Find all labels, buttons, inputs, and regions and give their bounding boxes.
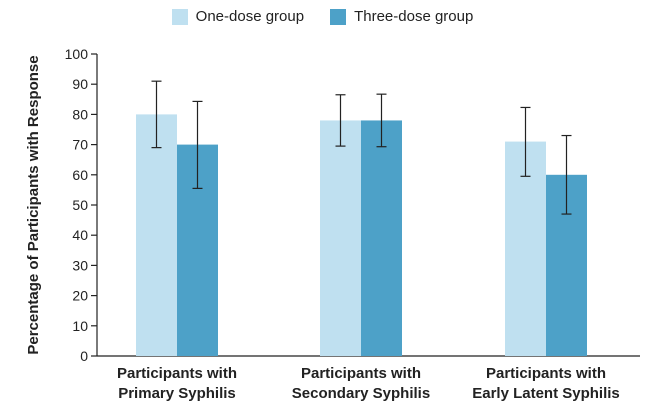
- bar-series1-category2: [320, 120, 361, 356]
- x-category-label-1-line1: Participants with: [117, 365, 237, 382]
- y-axis-label: Percentage of Participants with Response: [25, 55, 42, 354]
- y-tick-label-70: 70: [72, 137, 88, 153]
- bar-series1-category1: [136, 114, 177, 357]
- y-tick-label-20: 20: [72, 288, 88, 304]
- y-tick-label-100: 100: [65, 46, 89, 62]
- y-tick-label-80: 80: [72, 106, 88, 122]
- y-tick-label-0: 0: [80, 348, 88, 364]
- legend-label-one-dose: One-dose group: [195, 8, 305, 25]
- legend-item-one-dose: One-dose group: [171, 8, 305, 25]
- x-category-label-1-line2: Primary Syphilis: [118, 385, 236, 402]
- y-tick-label-50: 50: [72, 197, 88, 213]
- bar-series1-category3: [505, 141, 546, 356]
- legend-item-three-dose: Three-dose group: [330, 8, 473, 25]
- y-tick-label-10: 10: [72, 318, 88, 334]
- y-tick-label-30: 30: [72, 257, 88, 273]
- legend-swatch-three-dose: [330, 8, 347, 25]
- bar-series2-category2: [361, 120, 402, 356]
- legend-label-three-dose: Three-dose group: [354, 8, 474, 25]
- chart-legend: One-dose group Three-dose group: [0, 8, 645, 25]
- x-category-label-3-line1: Participants with: [486, 365, 606, 382]
- legend-swatch-one-dose: [171, 8, 188, 25]
- y-tick-label-40: 40: [72, 227, 88, 243]
- y-tick-label-60: 60: [72, 167, 88, 183]
- x-category-label-2-line2: Secondary Syphilis: [292, 385, 430, 402]
- x-category-label-2-line1: Participants with: [301, 365, 421, 382]
- x-category-label-3-line2: Early Latent Syphilis: [472, 385, 620, 402]
- y-tick-label-90: 90: [72, 76, 88, 92]
